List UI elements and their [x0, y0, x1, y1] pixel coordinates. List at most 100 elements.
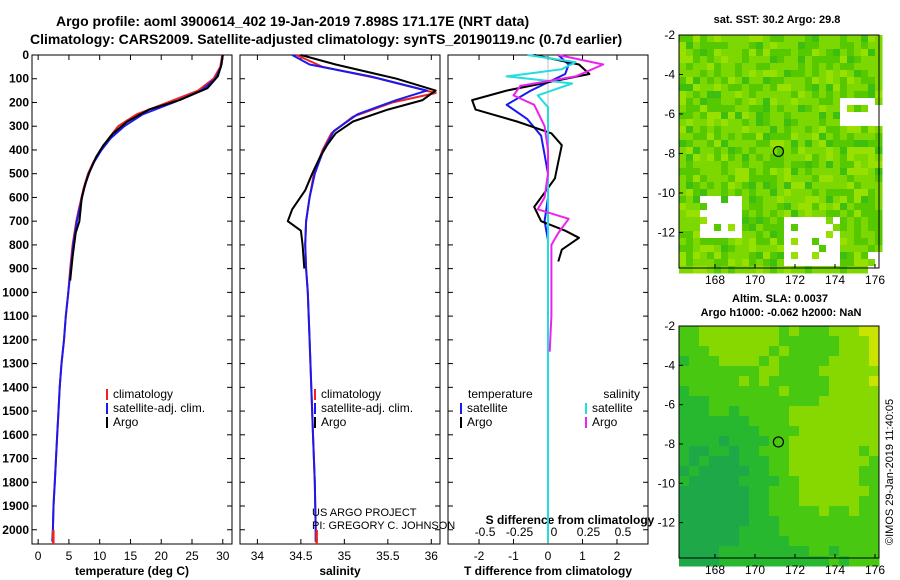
map-cell	[833, 210, 841, 218]
map-cell	[805, 259, 813, 267]
map-cell	[799, 526, 810, 537]
map-cell	[686, 98, 694, 106]
map-cell	[769, 556, 780, 567]
map-cell	[791, 154, 799, 162]
map-cell	[869, 476, 880, 487]
map-cell	[826, 189, 834, 197]
map-cell	[859, 386, 870, 397]
map-cell	[779, 436, 790, 447]
x-tick-label: 2	[614, 549, 621, 563]
map-cell	[679, 366, 690, 377]
map-cell	[826, 98, 834, 106]
map-cell	[819, 546, 830, 557]
map-cell	[847, 119, 855, 127]
map-cell	[784, 245, 792, 253]
map-cell	[707, 210, 715, 218]
map-cell	[749, 98, 757, 106]
map-cell	[791, 63, 799, 71]
map-cell	[840, 175, 848, 183]
map-cell	[799, 496, 810, 507]
map-cell	[829, 396, 840, 407]
map-cell	[847, 182, 855, 190]
map-cell	[829, 366, 840, 377]
map-cell	[839, 546, 850, 557]
map-cell	[742, 56, 750, 64]
map-cell	[756, 49, 764, 57]
map-cell	[739, 416, 750, 427]
map-cell	[700, 196, 708, 204]
map-cell	[861, 56, 869, 64]
map-cell	[849, 346, 860, 357]
map-cell	[833, 245, 841, 253]
map-cell	[859, 436, 870, 447]
map-cell	[709, 546, 720, 557]
map-cell	[839, 336, 850, 347]
map-cell	[749, 476, 760, 487]
map-cell	[686, 210, 694, 218]
map-cell	[784, 56, 792, 64]
map-cell	[779, 446, 790, 457]
map-cell	[686, 175, 694, 183]
map-cell	[719, 386, 730, 397]
map-cell	[777, 224, 785, 232]
map-cell	[868, 133, 876, 141]
map-cell	[819, 168, 827, 176]
map-cell	[728, 175, 736, 183]
map-cell	[693, 224, 701, 232]
map-y-tick-label: -12	[658, 516, 676, 530]
map-cell	[759, 526, 770, 537]
map-cell	[721, 105, 729, 113]
map-cell	[819, 386, 830, 397]
map-cell	[707, 154, 715, 162]
map-cell	[714, 49, 722, 57]
map-cell	[861, 84, 869, 92]
map-cell	[868, 49, 876, 57]
map-cell	[679, 63, 687, 71]
map-cell	[868, 56, 876, 64]
map-cell	[735, 91, 743, 99]
legend-heading: salinity	[603, 387, 640, 401]
map-cell	[854, 119, 862, 127]
map-cell	[849, 416, 860, 427]
map-cell	[840, 84, 848, 92]
map-cell	[859, 376, 870, 387]
map-cell	[840, 224, 848, 232]
map-cell	[819, 147, 827, 155]
map-cell	[799, 396, 810, 407]
map-cell	[868, 42, 876, 50]
map-cell	[868, 238, 876, 246]
map-cell	[840, 168, 848, 176]
series-line-satellite-adj--clim-	[291, 54, 428, 542]
map-cell	[799, 386, 810, 397]
map-cell	[798, 266, 806, 274]
map-cell	[829, 456, 840, 467]
map-cell	[693, 133, 701, 141]
map-cell	[861, 238, 869, 246]
map-cell	[714, 210, 722, 218]
map-cell	[833, 91, 841, 99]
map-cell	[739, 466, 750, 477]
map-cell	[769, 346, 780, 357]
map-cell	[759, 446, 770, 457]
map-x-tick-label: 174	[825, 273, 845, 287]
map-cell	[791, 266, 799, 274]
map-cell	[749, 175, 757, 183]
map-cell	[759, 506, 770, 517]
map-cell	[770, 175, 778, 183]
map-cell	[735, 49, 743, 57]
map-cell	[798, 210, 806, 218]
map-cell	[739, 346, 750, 357]
map-cell	[784, 161, 792, 169]
map-cell	[854, 105, 862, 113]
map-cell	[784, 119, 792, 127]
map-cell	[789, 366, 800, 377]
map-cell	[749, 336, 760, 347]
map-cell	[770, 91, 778, 99]
map-cell	[689, 486, 700, 497]
map-cell	[742, 49, 750, 57]
map-cell	[729, 516, 740, 527]
credit-line1: US ARGO PROJECT	[312, 507, 417, 519]
map-cell	[868, 112, 876, 120]
map-cell	[759, 376, 770, 387]
map-cell	[721, 168, 729, 176]
